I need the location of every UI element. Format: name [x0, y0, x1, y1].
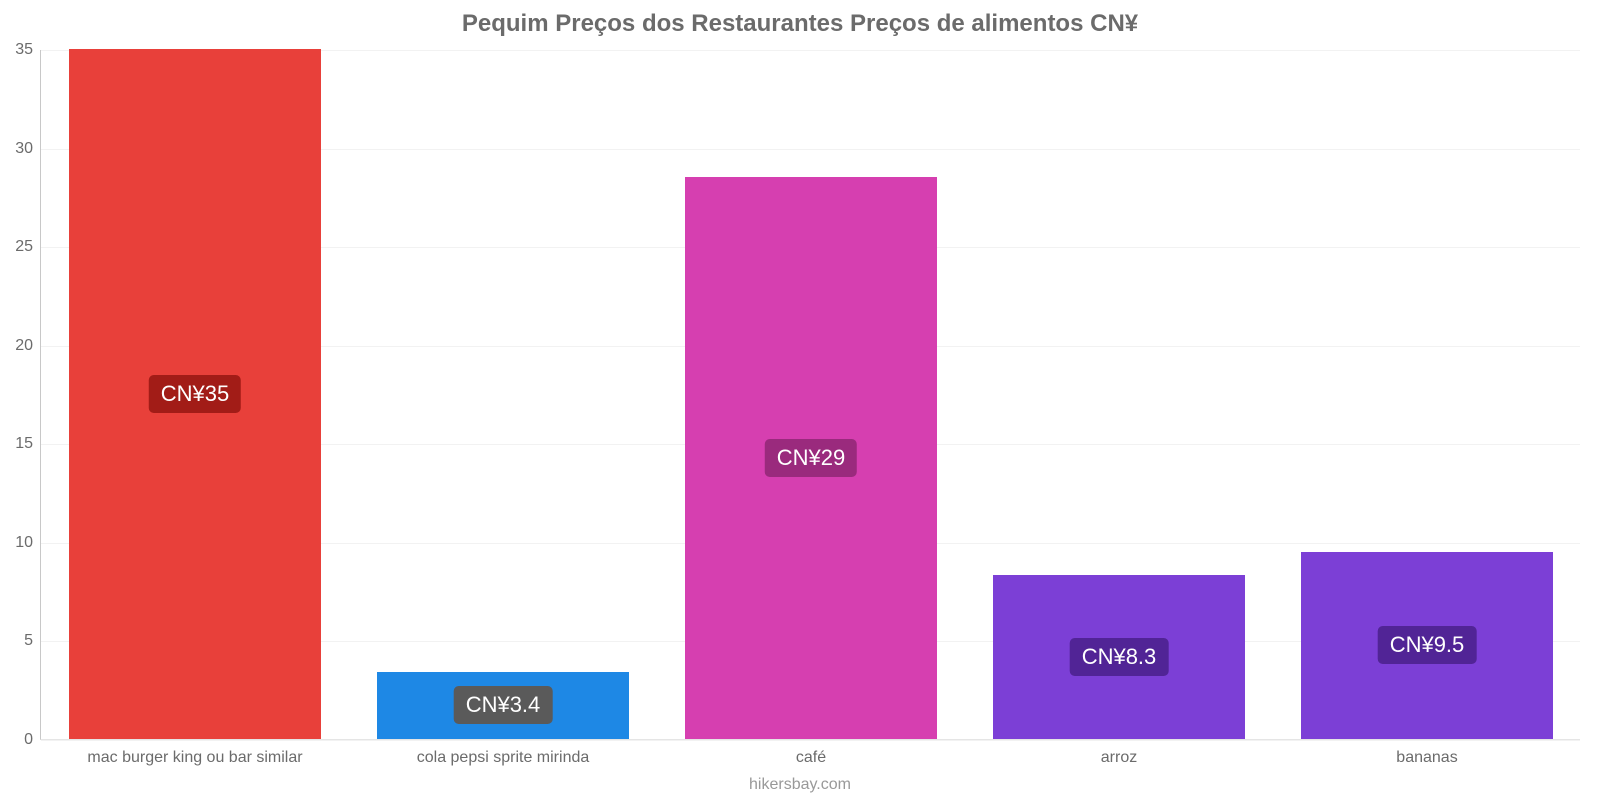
bar: CN¥3.4	[377, 672, 630, 739]
x-tick-label: cola pepsi sprite mirinda	[349, 739, 657, 767]
y-tick-label: 0	[24, 731, 41, 749]
bar-slot: CN¥29	[685, 177, 938, 739]
bar: CN¥35	[69, 49, 322, 739]
bar-slot: CN¥8.3	[993, 575, 1246, 739]
value-badge: CN¥8.3	[1070, 638, 1169, 676]
x-tick-label: arroz	[965, 739, 1273, 767]
value-badge: CN¥9.5	[1378, 626, 1477, 664]
bar-slot: CN¥35	[69, 49, 322, 739]
x-tick-label: bananas	[1273, 739, 1581, 767]
bar-slot: CN¥9.5	[1301, 552, 1554, 739]
y-tick-label: 5	[24, 632, 41, 650]
chart-credit: hikersbay.com	[0, 776, 1600, 794]
bar-slot: CN¥3.4	[377, 672, 630, 739]
value-badge: CN¥29	[765, 439, 857, 477]
value-badge: CN¥3.4	[454, 686, 553, 724]
chart-title: Pequim Preços dos Restaurantes Preços de…	[0, 10, 1600, 38]
x-tick-label: café	[657, 739, 965, 767]
value-badge: CN¥35	[149, 375, 241, 413]
bar: CN¥8.3	[993, 575, 1246, 739]
x-tick-label: mac burger king ou bar similar	[41, 739, 349, 767]
y-tick-label: 30	[15, 140, 41, 158]
chart-container: Pequim Preços dos Restaurantes Preços de…	[0, 0, 1600, 800]
plot-area: 05101520253035CN¥35mac burger king ou ba…	[40, 50, 1580, 740]
bar: CN¥29	[685, 177, 938, 739]
y-tick-label: 10	[15, 534, 41, 552]
y-tick-label: 15	[15, 435, 41, 453]
y-tick-label: 35	[15, 41, 41, 59]
y-tick-label: 20	[15, 337, 41, 355]
y-tick-label: 25	[15, 238, 41, 256]
bar: CN¥9.5	[1301, 552, 1554, 739]
